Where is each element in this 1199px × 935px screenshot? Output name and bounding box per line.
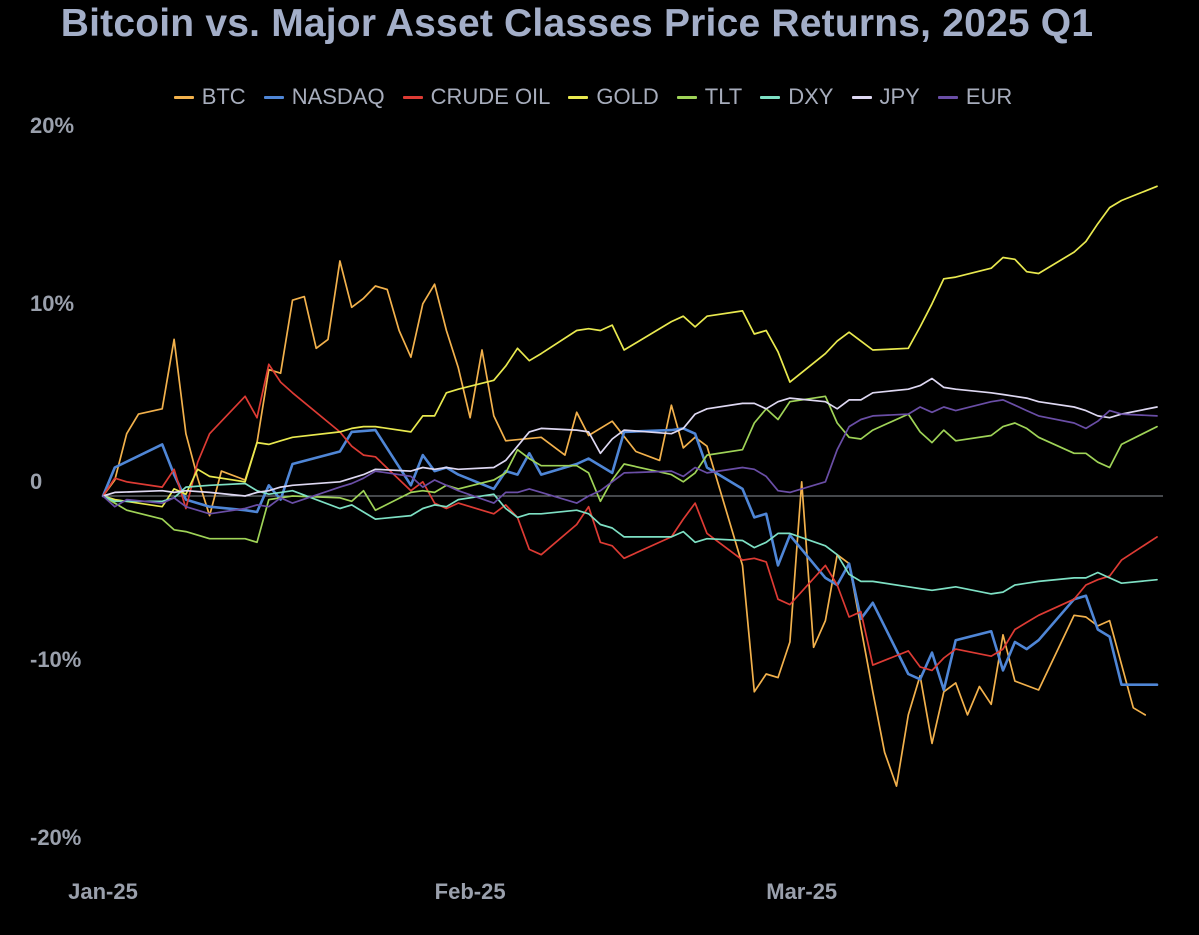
y-axis-ticks: 20% 10% 0 -10% -20% [30, 113, 81, 850]
series-line-jpy [102, 377, 1158, 497]
legend-label-nasdaq: NASDAQ [291, 84, 385, 109]
x-axis-ticks: Jan-25 Feb-25 Mar-25 [68, 879, 837, 904]
y-tick-label: -10% [30, 647, 81, 672]
series-line-crude-oil [102, 363, 1158, 672]
legend-item-jpy: JPY [851, 84, 920, 110]
legend-item-tlt: TLT [676, 84, 743, 110]
legend-swatch-gold [568, 95, 589, 99]
series-line-dxy [102, 482, 1158, 595]
legend: BTC NASDAQ CRUDE OIL GOLD TLT DXY JPY EUR [0, 84, 1186, 110]
series-line-btc [102, 260, 1147, 787]
legend-label-btc: BTC [201, 84, 246, 109]
legend-item-gold: GOLD [568, 84, 659, 110]
x-tick-label: Mar-25 [766, 879, 837, 904]
legend-swatch-eur [937, 95, 958, 99]
x-tick-label: Jan-25 [68, 879, 138, 904]
y-tick-label: 0 [30, 469, 42, 494]
legend-swatch-btc [173, 95, 194, 99]
legend-label-tlt: TLT [704, 84, 743, 109]
legend-item-dxy: DXY [760, 84, 834, 110]
legend-swatch-dxy [760, 95, 781, 99]
legend-item-btc: BTC [173, 84, 246, 110]
legend-item-nasdaq: NASDAQ [263, 84, 385, 110]
legend-item-eur: EUR [937, 84, 1013, 110]
legend-item-crude-oil: CRUDE OIL [402, 84, 551, 110]
legend-label-gold: GOLD [596, 84, 659, 109]
legend-label-jpy: JPY [879, 84, 920, 109]
legend-swatch-crude-oil [402, 95, 423, 99]
series-line-nasdaq [101, 427, 1159, 692]
series-line-gold [102, 185, 1158, 508]
legend-swatch-jpy [851, 95, 872, 99]
legend-swatch-nasdaq [263, 95, 284, 99]
chart-title: Bitcoin vs. Major Asset Classes Price Re… [60, 2, 1094, 45]
series-layer [101, 185, 1159, 787]
legend-label-eur: EUR [965, 84, 1013, 109]
y-tick-label: 10% [30, 291, 74, 316]
y-tick-label: 20% [30, 113, 74, 138]
y-tick-label: -20% [30, 825, 81, 850]
series-line-eur [102, 399, 1158, 515]
legend-swatch-tlt [676, 95, 697, 99]
legend-label-crude-oil: CRUDE OIL [430, 84, 551, 109]
x-tick-label: Feb-25 [435, 879, 506, 904]
legend-label-dxy: DXY [788, 84, 834, 109]
